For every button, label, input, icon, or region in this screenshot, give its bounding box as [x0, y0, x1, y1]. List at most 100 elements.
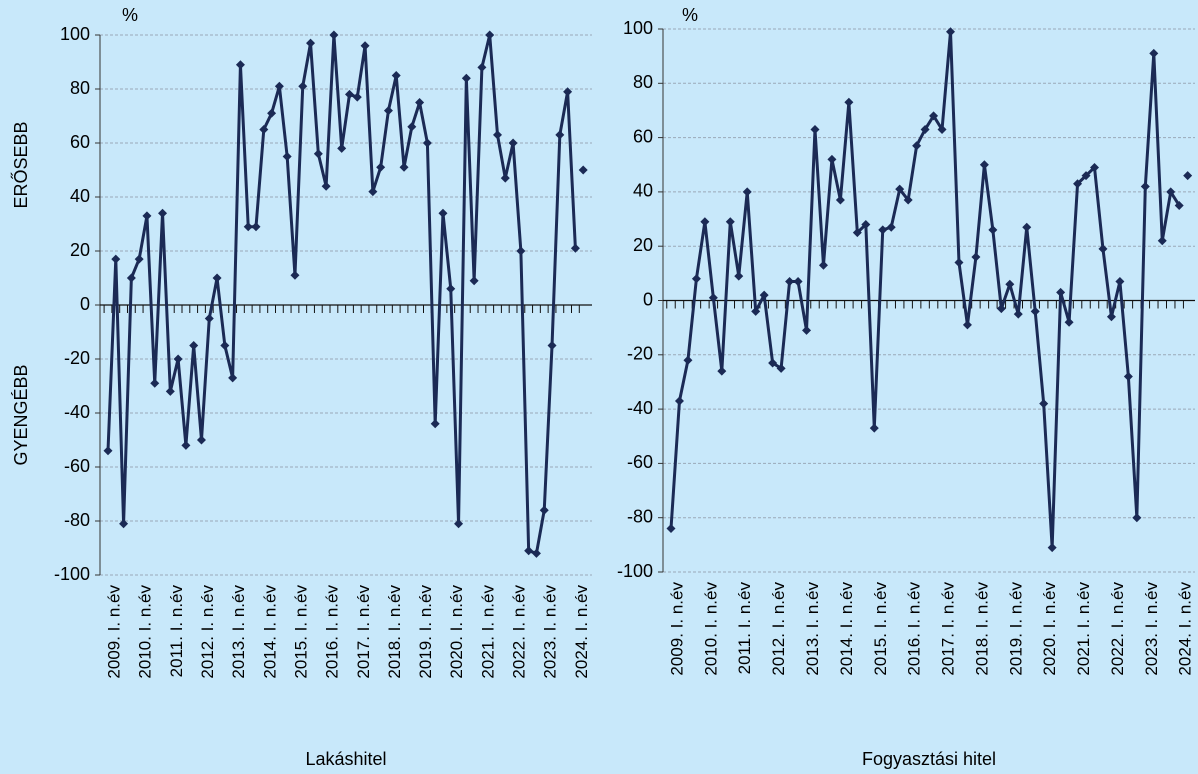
- point-marker: [438, 208, 448, 218]
- x-tick-label: 2017. I. n.év: [939, 582, 958, 676]
- point-marker: [313, 149, 323, 159]
- point-marker: [259, 125, 269, 134]
- x-tick-label: 2020. I. n.év: [1040, 582, 1059, 676]
- point-marker: [1013, 309, 1023, 319]
- x-tick-label: 2016. I. n.év: [905, 582, 924, 676]
- x-tick-label: 2018. I. n.év: [385, 585, 404, 679]
- point-marker: [1005, 279, 1015, 289]
- point-marker: [134, 254, 144, 264]
- point-marker: [173, 354, 183, 364]
- x-tick-label: 2010. I. n.év: [136, 585, 155, 679]
- y-tick-label: 100: [60, 24, 90, 44]
- y-tick-label: -100: [54, 564, 90, 584]
- point-marker: [734, 271, 744, 281]
- point-marker: [321, 181, 331, 191]
- point-marker: [996, 304, 1006, 314]
- point-marker: [212, 273, 222, 283]
- point-marker: [430, 419, 440, 429]
- point-marker: [376, 162, 386, 172]
- point-marker: [1073, 179, 1083, 189]
- point-marker: [578, 165, 588, 175]
- point-marker: [802, 325, 812, 335]
- point-marker: [1140, 181, 1150, 191]
- point-marker: [391, 71, 401, 80]
- x-tick-label: 2011. I. n.év: [735, 582, 754, 675]
- x-tick-label: 2021. I. n.év: [478, 585, 497, 679]
- point-marker: [708, 293, 718, 303]
- point-marker: [1149, 48, 1159, 58]
- point-marker: [298, 81, 308, 91]
- point-marker: [111, 254, 121, 264]
- point-marker: [683, 355, 693, 365]
- x-tick-label: 2009. I. n.év: [667, 582, 686, 676]
- point-marker: [539, 505, 549, 515]
- point-marker: [570, 243, 580, 253]
- point-marker: [399, 162, 409, 172]
- point-marker: [835, 195, 845, 205]
- point-marker: [1039, 399, 1049, 409]
- y-annotation: ERŐSEBB: [10, 121, 31, 208]
- point-marker: [768, 358, 778, 368]
- point-marker: [810, 124, 820, 134]
- point-marker: [818, 260, 828, 270]
- point-marker: [563, 87, 573, 97]
- x-tick-label: 2020. I. n.év: [447, 585, 466, 679]
- point-marker: [912, 141, 922, 151]
- point-marker: [150, 378, 160, 388]
- point-marker: [776, 363, 786, 373]
- y-tick-label: -40: [627, 398, 653, 418]
- point-marker: [895, 184, 905, 194]
- y-tick-label: 0: [80, 294, 90, 314]
- point-marker: [988, 225, 998, 235]
- y-tick-label: 80: [70, 78, 90, 98]
- point-marker: [1123, 372, 1133, 382]
- y-tick-label: -100: [617, 561, 653, 581]
- point-marker: [274, 81, 284, 91]
- x-axis-title: Fogyasztási hitel: [862, 749, 996, 769]
- y-tick-label: -40: [64, 402, 90, 422]
- point-marker: [119, 519, 129, 529]
- x-tick-label: 2012. I. n.év: [769, 582, 788, 676]
- point-marker: [422, 138, 432, 148]
- point-marker: [329, 30, 339, 40]
- point-marker: [869, 423, 879, 433]
- point-marker: [446, 284, 456, 294]
- point-marker: [547, 341, 557, 350]
- point-marker: [142, 211, 152, 221]
- point-marker: [844, 97, 854, 107]
- y-tick-label: 20: [70, 240, 90, 260]
- y-tick-label: 60: [70, 132, 90, 152]
- x-tick-label: 2023. I. n.év: [1142, 582, 1161, 676]
- point-marker: [691, 274, 701, 284]
- x-tick-label: 2015. I. n.év: [871, 582, 890, 676]
- y-tick-label: -80: [627, 506, 653, 526]
- point-marker: [103, 446, 113, 456]
- x-tick-label: 2018. I. n.év: [972, 582, 991, 676]
- point-marker: [454, 519, 464, 529]
- point-marker: [717, 366, 727, 376]
- x-tick-label: 2024. I. n.év: [1176, 582, 1195, 676]
- point-marker: [759, 290, 769, 300]
- point-marker: [785, 276, 795, 286]
- y-tick-label: -20: [627, 344, 653, 364]
- point-marker: [827, 154, 837, 164]
- point-marker: [1056, 287, 1066, 297]
- point-marker: [360, 41, 370, 51]
- y-annotation: GYENGÉBB: [11, 364, 31, 465]
- point-marker: [344, 89, 354, 99]
- point-marker: [971, 252, 981, 262]
- point-marker: [555, 130, 565, 140]
- point-marker: [878, 225, 888, 235]
- point-marker: [946, 27, 956, 37]
- point-marker: [920, 124, 930, 134]
- point-marker: [290, 270, 300, 280]
- x-tick-label: 2023. I. n.év: [541, 585, 560, 679]
- y-tick-label: -80: [64, 510, 90, 530]
- point-marker: [158, 208, 168, 218]
- point-marker: [383, 106, 393, 116]
- y-unit: %: [122, 5, 138, 25]
- point-marker: [1174, 200, 1184, 210]
- x-tick-label: 2013. I. n.év: [229, 585, 248, 679]
